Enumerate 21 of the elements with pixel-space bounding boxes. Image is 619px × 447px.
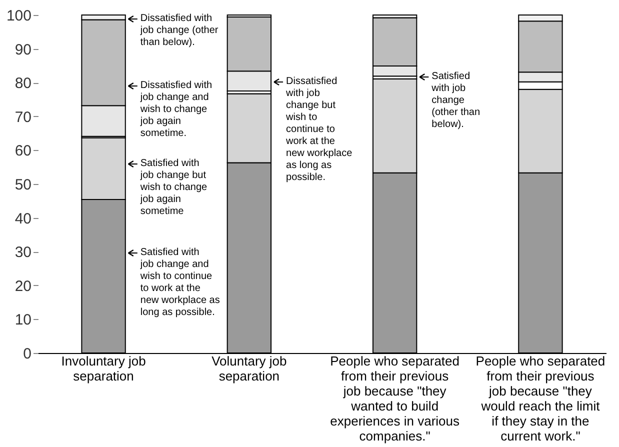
x-tick-label: Involuntary job separation — [61, 354, 146, 384]
x-tick-label: Voluntary job separation — [212, 354, 287, 384]
y-tick-label: 40 — [14, 210, 32, 228]
y-tick-label: 80 — [14, 75, 32, 92]
y-tick-label: 100 — [6, 8, 32, 24]
y-tick-label: 10 — [14, 312, 32, 329]
annotation: Dissatisfied with job change and wish to change job again sometime. — [139, 80, 212, 139]
y-tick-label: 90 — [14, 41, 32, 58]
text: Dissatisfied with job change but wish to continue to work at the new workplace as long as possible. — [286, 76, 352, 183]
x-tick-label: People who separated from their previous job because "they wanted to build experiences in various companies." — [330, 354, 460, 444]
y-tick-label: 30 — [14, 244, 32, 262]
y-tick-label: 60 — [14, 142, 32, 160]
x-tick-label: People who separated from their previous job because "they would reach the limit if they stay in the current work." — [476, 354, 606, 444]
annotation: Satisfied with job change and wish to continue to work at the new workplace as long as possible. — [139, 247, 220, 318]
annotation: Satisfied with job change (other than below). — [430, 71, 480, 130]
y-tick-label: 0 — [23, 346, 32, 362]
y-tick-label: 20 — [14, 278, 32, 295]
y-tick-label: 50 — [14, 176, 32, 194]
annotation: Dissatisfied with job change (other than below). — [139, 13, 219, 48]
y-tick-label: 70 — [14, 108, 32, 126]
annotation: Satisfied with job change but wish to change job again sometime — [139, 158, 208, 217]
